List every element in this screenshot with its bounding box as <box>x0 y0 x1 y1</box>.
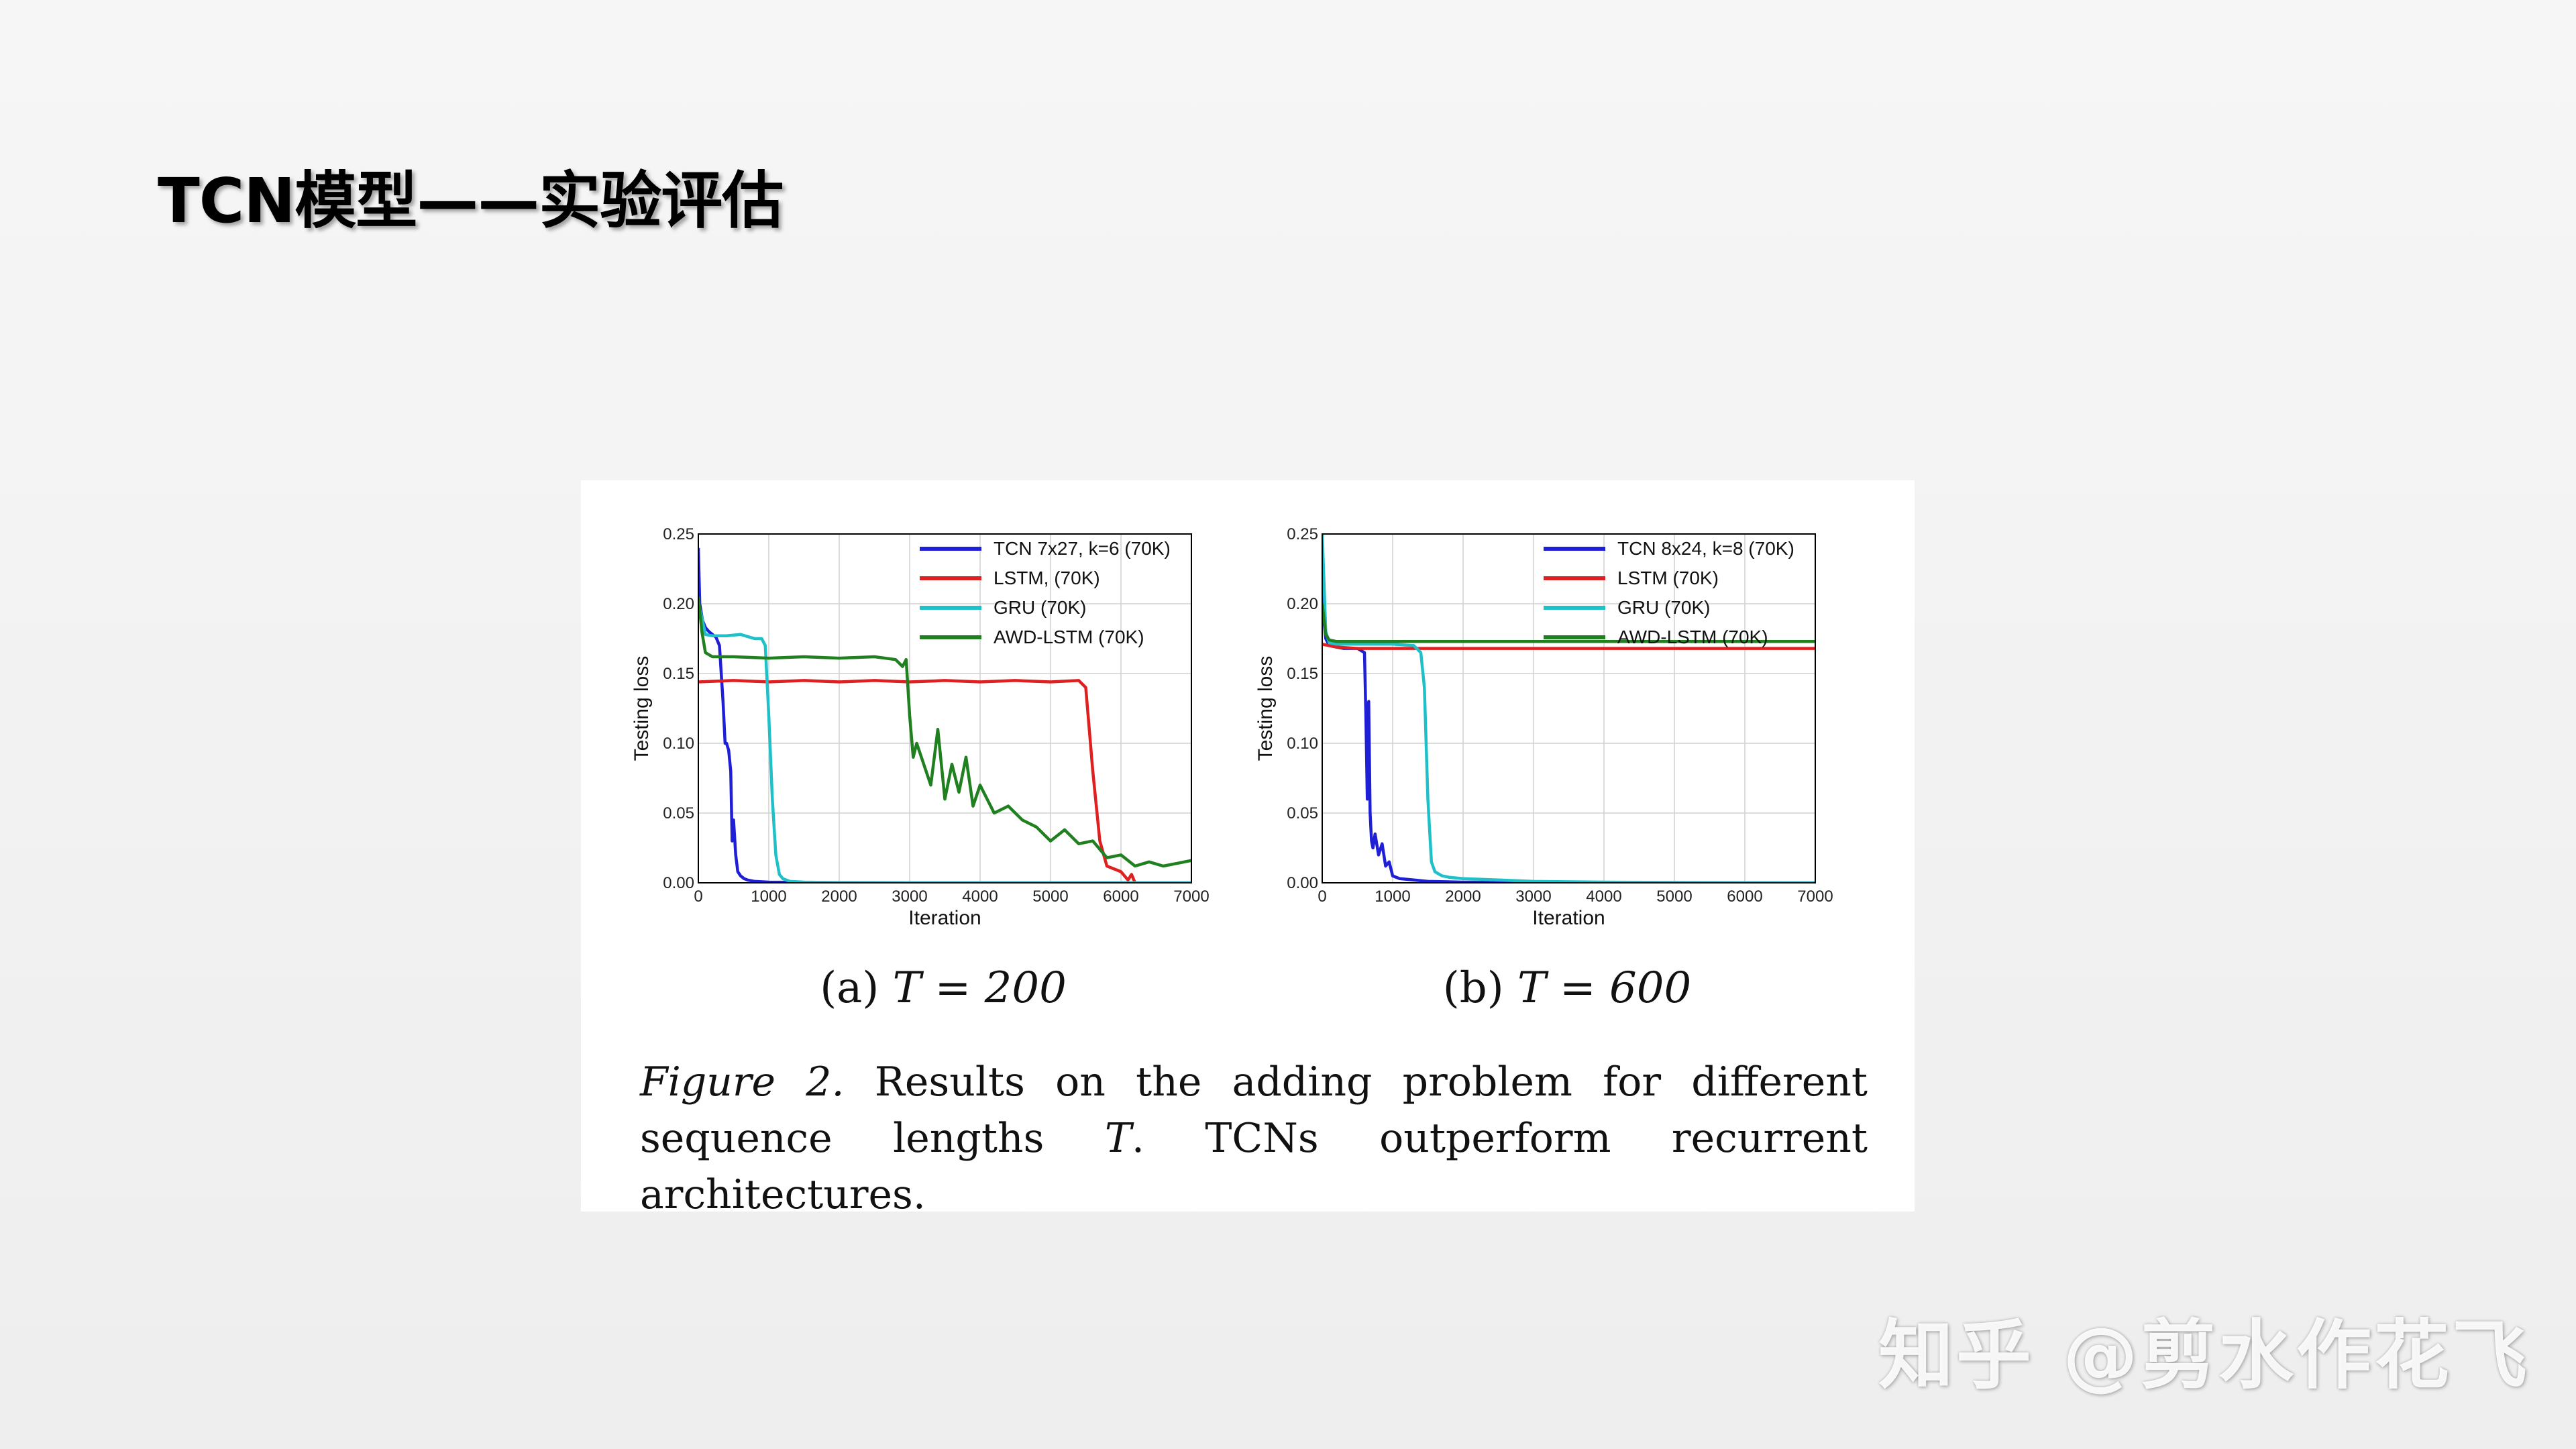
figure-caption-label: Figure 2. <box>640 1059 845 1106</box>
x-tick-label: 3000 <box>892 888 927 906</box>
plot-area <box>1322 534 1815 883</box>
chart-a-loss-t200: 0 1000 2000 3000 4000 5000 6000 7000 0.00 0.05 0.1… <box>631 525 1210 929</box>
subcaption-a-math: T = 200 <box>892 963 1067 1013</box>
x-axis-label: Iteration <box>1532 907 1605 929</box>
y-tick-label: 0.25 <box>1287 525 1318 543</box>
x-tick-label: 2000 <box>821 888 857 906</box>
y-tick-label: 0.10 <box>1287 735 1318 753</box>
y-tick-label: 0.05 <box>1287 804 1318 822</box>
subcaption-b-math: T = 600 <box>1517 963 1692 1013</box>
slide-title: TCN模型——实验评估 <box>158 165 784 237</box>
x-tick-label: 5000 <box>1656 888 1692 906</box>
legend-label-3: AWD-LSTM (70K) <box>994 627 1144 647</box>
legend-label-3: AWD-LSTM (70K) <box>1617 627 1768 647</box>
series-line-2 <box>1322 534 1815 883</box>
x-tick-label: 1000 <box>1375 888 1410 906</box>
y-tick-label: 0.00 <box>1287 874 1318 892</box>
plot-area <box>698 547 1191 883</box>
figure-caption-text-1: Results on the adding problem for differ… <box>640 1059 1868 1162</box>
series-line-0 <box>1322 534 1815 883</box>
y-tick-label: 0.15 <box>663 665 694 683</box>
y-tick-label: 0.00 <box>663 874 694 892</box>
x-tick-label: 4000 <box>962 888 998 906</box>
y-axis-label: Testing loss <box>1254 656 1277 761</box>
y-tick-label: 0.10 <box>663 735 694 753</box>
legend-label-2: GRU (70K) <box>994 597 1086 618</box>
figure-caption: Figure 2. Results on the adding problem … <box>640 1054 1868 1223</box>
subcaption-a-prefix: (a) <box>820 963 893 1013</box>
x-tick-label: 6000 <box>1103 888 1138 906</box>
y-tick-label: 0.25 <box>663 525 694 543</box>
chart-b-loss-t600: 0 1000 2000 3000 4000 5000 6000 7000 0.00 0.05 0.1… <box>1254 525 1833 929</box>
y-tick-label: 0.05 <box>663 804 694 822</box>
watermark: 知乎 @剪水作花飞 <box>1878 1312 2530 1399</box>
x-tick-label: 1000 <box>751 888 786 906</box>
y-axis-label: Testing loss <box>631 656 653 761</box>
figure-caption-text-2: . TCNs outperform recurrent architecture… <box>640 1115 1868 1218</box>
x-tick-label: 3000 <box>1515 888 1551 906</box>
legend-label-1: LSTM (70K) <box>1617 568 1719 588</box>
series-line-3 <box>1322 603 1815 643</box>
y-tick-label: 0.20 <box>663 595 694 613</box>
figure-panel: 0 1000 2000 3000 4000 5000 6000 7000 0.00 0.05 0.1… <box>581 480 1915 1218</box>
series-line-1 <box>1322 643 1815 650</box>
x-tick-label: 4000 <box>1586 888 1621 906</box>
x-tick-label: 2000 <box>1445 888 1481 906</box>
subcaption-a: (a) T = 200 <box>675 963 1212 1013</box>
legend-label-0: TCN 8x24, k=8 (70K) <box>1617 538 1794 559</box>
x-axis-label: Iteration <box>908 907 981 929</box>
series-line-3 <box>698 596 1191 868</box>
x-tick-label: 7000 <box>1173 888 1209 906</box>
legend-label-0: TCN 7x27, k=6 (70K) <box>994 538 1171 559</box>
x-tick-label: 0 <box>694 888 702 906</box>
legend-label-2: GRU (70K) <box>1617 597 1710 618</box>
x-tick-label: 0 <box>1318 888 1326 906</box>
legend-label-1: LSTM, (70K) <box>994 568 1100 588</box>
y-tick-label: 0.20 <box>1287 595 1318 613</box>
x-tick-label: 5000 <box>1032 888 1068 906</box>
subcaption-b: (b) T = 600 <box>1299 963 1835 1013</box>
x-tick-label: 6000 <box>1727 888 1762 906</box>
x-tick-label: 7000 <box>1797 888 1833 906</box>
subcaption-b-prefix: (b) <box>1442 963 1518 1013</box>
series-line-0 <box>698 547 1191 883</box>
plot-frame <box>1322 533 1816 883</box>
figure-caption-math: T <box>1104 1115 1132 1162</box>
plot-frame <box>698 533 1192 883</box>
y-tick-label: 0.15 <box>1287 665 1318 683</box>
series-line-1 <box>698 679 1191 883</box>
